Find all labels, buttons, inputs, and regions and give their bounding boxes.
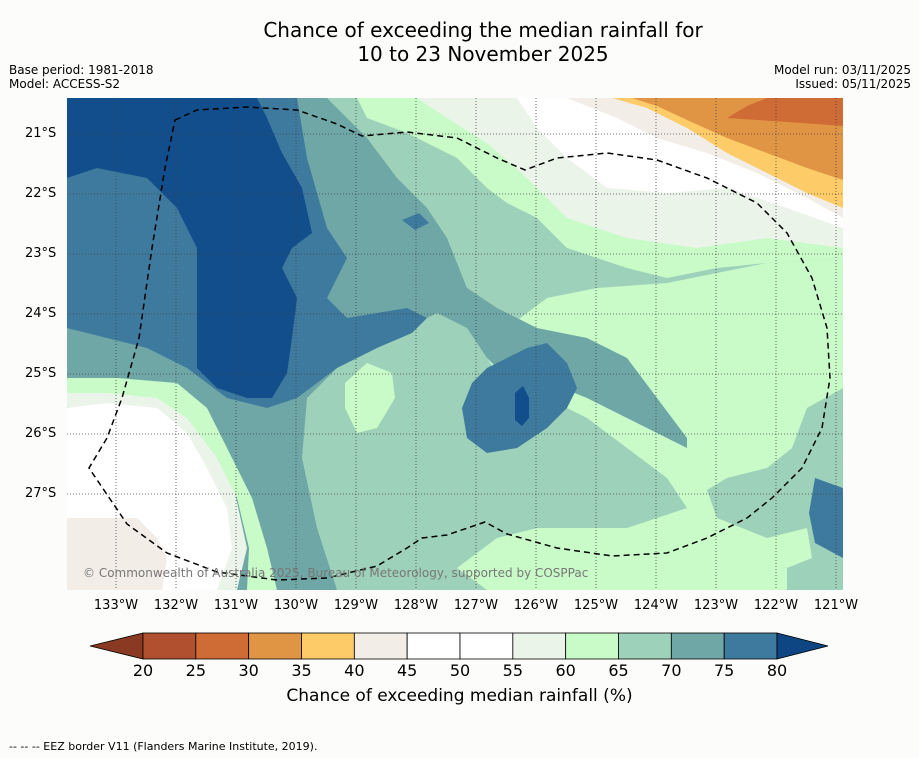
lon-label-133: 133°W [93,598,139,613]
title-line-1: Chance of exceeding the median rainfall … [263,18,703,42]
colorbar-tick-label: 75 [713,661,735,680]
colorbar-cell [301,632,355,660]
colorbar-tick-label: 65 [608,661,629,680]
eez-border [88,106,831,581]
copyright-notice: © Commonwealth of Australia 2025, Bureau… [83,566,589,580]
lat-label-21: 21°S [25,126,57,141]
band-60-65-southwest [67,378,277,590]
band-over-80 [67,98,312,398]
band-40-45-southwest [67,518,167,590]
issued-date: Issued: 05/11/2025 [795,77,911,91]
model-run: Model run: 03/11/2025 [773,63,911,77]
chart-title: Chance of exceeding the median rainfall … [0,18,919,66]
colorbar-under-triangle [90,632,144,660]
lon-label-123: 123°W [693,598,739,613]
colorbar-tick-label: 25 [185,661,207,680]
colorbar-cell [195,632,250,660]
colorbar-tick-label: 50 [449,661,471,680]
meta-right: Model run: 03/11/2025 Issued: 05/11/2025 [774,63,911,91]
lon-label-121: 121°W [813,598,859,613]
colorbar-cell [353,632,408,660]
colorbar-over-triangle [776,632,829,660]
contour-fields [67,98,843,590]
lon-label-122: 122°W [753,598,799,613]
band-55-60-southwest [67,388,247,590]
colorbar-cells [142,632,778,660]
colorbar-tick-label: 70 [661,661,682,680]
title-line-2: 10 to 23 November 2025 [357,42,609,66]
colorbar-label: Chance of exceeding median rainfall (%) [286,686,633,706]
lon-label-132: 132°W [153,598,199,613]
lon-label-128: 128°W [393,598,439,613]
lat-label-22: 22°S [25,186,57,201]
colorbar-tick-label: 30 [238,661,259,680]
colorbar-cell [406,632,461,660]
blob-over-80-south [515,386,529,426]
meta-left: Base period: 1981-2018 Model: ACCESS-S2 [9,63,154,91]
eez-legend-note: -- -- -- EEZ border V11 (Flanders Marine… [9,740,318,753]
colorbar-cell [565,632,619,660]
lat-label-24: 24°S [25,306,57,321]
rainfall-map [67,98,843,590]
colorbar-cell [512,632,567,660]
lon-label-129: 129°W [333,598,379,613]
blob-75-80-east [809,478,843,558]
model-name: Model: ACCESS-S2 [9,77,121,91]
colorbar [90,632,829,660]
lat-label-23: 23°S [25,246,57,261]
band-25-30 [727,98,843,126]
colorbar-cell [142,632,197,660]
lon-label-130: 130°W [273,598,319,613]
lon-label-125: 125°W [573,598,619,613]
colorbar-tick-label: 80 [766,661,788,680]
lon-label-127: 127°W [453,598,499,613]
patch-60-65-center [345,363,395,433]
colorbar-cell [670,632,725,660]
patch-60-65-east [767,528,812,568]
lon-label-126: 126°W [513,598,559,613]
colorbar-tick-label: 20 [132,661,154,680]
colorbar-tick-label: 40 [344,661,365,680]
lat-label-26: 26°S [25,426,57,441]
base-period: Base period: 1981-2018 [9,63,154,77]
colorbar-tick-label: 55 [502,661,524,680]
lon-label-131: 131°W [213,598,259,613]
colorbar-cell [618,632,672,660]
colorbar-cell [459,632,514,660]
graticule [67,98,843,590]
lat-label-27: 27°S [25,486,57,501]
colorbar-cell [723,632,778,660]
colorbar-cell [248,632,302,660]
lat-label-25: 25°S [25,366,57,381]
blob-75-80-north [402,213,429,230]
colorbar-tick-label: 45 [396,661,418,680]
colorbar-tick-label: 35 [291,661,312,680]
lon-label-124: 124°W [633,598,679,613]
colorbar-tick-label: 60 [555,661,576,680]
